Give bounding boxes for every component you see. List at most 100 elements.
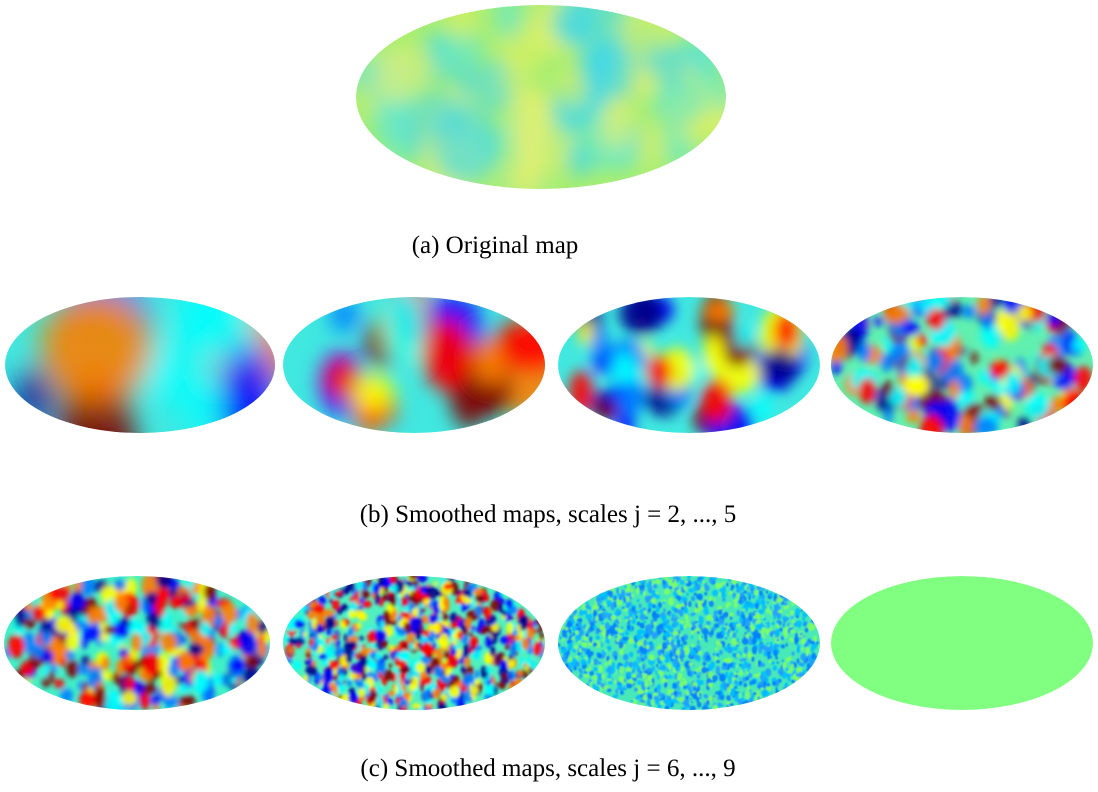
map-blob [1000,312,1021,341]
map-texture [831,297,1093,433]
map-blob [472,649,481,660]
map-blob [592,658,599,666]
map-blob [760,633,765,638]
map-blob [666,620,670,624]
map-blob [790,610,794,617]
map-blob [372,48,419,105]
map-blob [580,655,584,658]
map-blob [632,674,636,678]
map-blob [103,625,115,635]
map-blob [348,609,356,619]
map-blob [711,617,714,622]
map-blob [452,57,477,103]
map-blob [705,614,713,621]
map-blob [420,607,426,613]
map-blob [145,592,158,605]
map-blob [736,652,740,659]
map-blob [804,621,808,625]
map-blob [792,619,796,624]
map-blob [790,599,795,606]
map-blob [883,303,909,324]
map-blob [607,680,613,685]
map-blob [379,597,384,607]
map-blob [113,592,129,613]
map-blob [664,699,672,707]
map-blob [677,677,681,681]
map-blob [708,631,712,636]
map-blob [639,645,644,653]
map-blob [721,631,726,636]
map-blob [490,620,495,626]
map-blob [605,611,609,615]
map-blob [326,628,333,636]
map-blob [328,644,336,655]
map-blob [489,646,496,657]
map-blob [704,651,709,656]
map-blob [354,592,360,599]
map-blob [602,638,606,641]
map-blob [317,595,327,606]
map-blob [627,672,631,678]
map-blob [633,687,639,692]
map-blob [735,596,739,601]
map-blob [631,606,636,612]
map-blob [618,675,625,684]
map-blob [641,658,644,662]
map-blob [631,669,635,673]
map-blob [748,635,752,642]
map-blob [460,665,466,674]
map-blob [735,641,739,645]
map-blob [625,683,633,689]
map-blob [415,627,422,642]
map-blob [484,685,494,695]
map-blob [383,702,390,710]
map-blob [746,671,749,675]
map-blob [606,640,610,645]
map-blob [358,636,364,642]
map-blob [619,665,624,675]
map-blob [728,591,733,596]
map-blob [368,659,378,670]
map-blob [753,673,759,678]
map-blob [715,646,719,651]
map-blob [482,625,490,634]
map-blob [698,623,703,629]
map-blob [367,629,377,644]
map-blob [743,683,748,688]
map-blob [694,620,699,624]
map-blob [476,644,482,651]
map-blob [674,666,678,670]
map-blob [623,662,628,668]
map-blob [809,640,816,645]
map-blob [577,652,581,656]
map-blob [724,646,729,652]
map-blob [770,621,775,626]
map-blob [131,633,142,653]
map-blob [196,636,215,661]
map-blob [633,643,638,649]
map-blob [705,699,710,706]
map-blob [702,605,709,615]
map-blob [667,663,670,667]
map-blob [787,628,791,634]
map-blob [355,678,360,686]
map-blob [343,641,354,656]
map-blob [338,673,345,683]
map-blob [507,659,515,668]
map-blob [649,695,653,700]
map-blob [690,643,695,647]
map-blob [374,592,381,605]
map-blob [681,636,685,643]
map-blob [641,671,647,679]
map-blob [595,657,597,662]
map-blob [66,630,80,651]
map-blob [616,638,620,643]
map-blob [795,633,799,638]
map-blob [650,698,655,707]
sky-map [558,297,820,433]
map-blob [762,645,767,651]
map-blob [355,578,363,591]
map-blob [750,604,754,609]
map-blob [423,676,432,685]
map-blob [331,611,336,616]
